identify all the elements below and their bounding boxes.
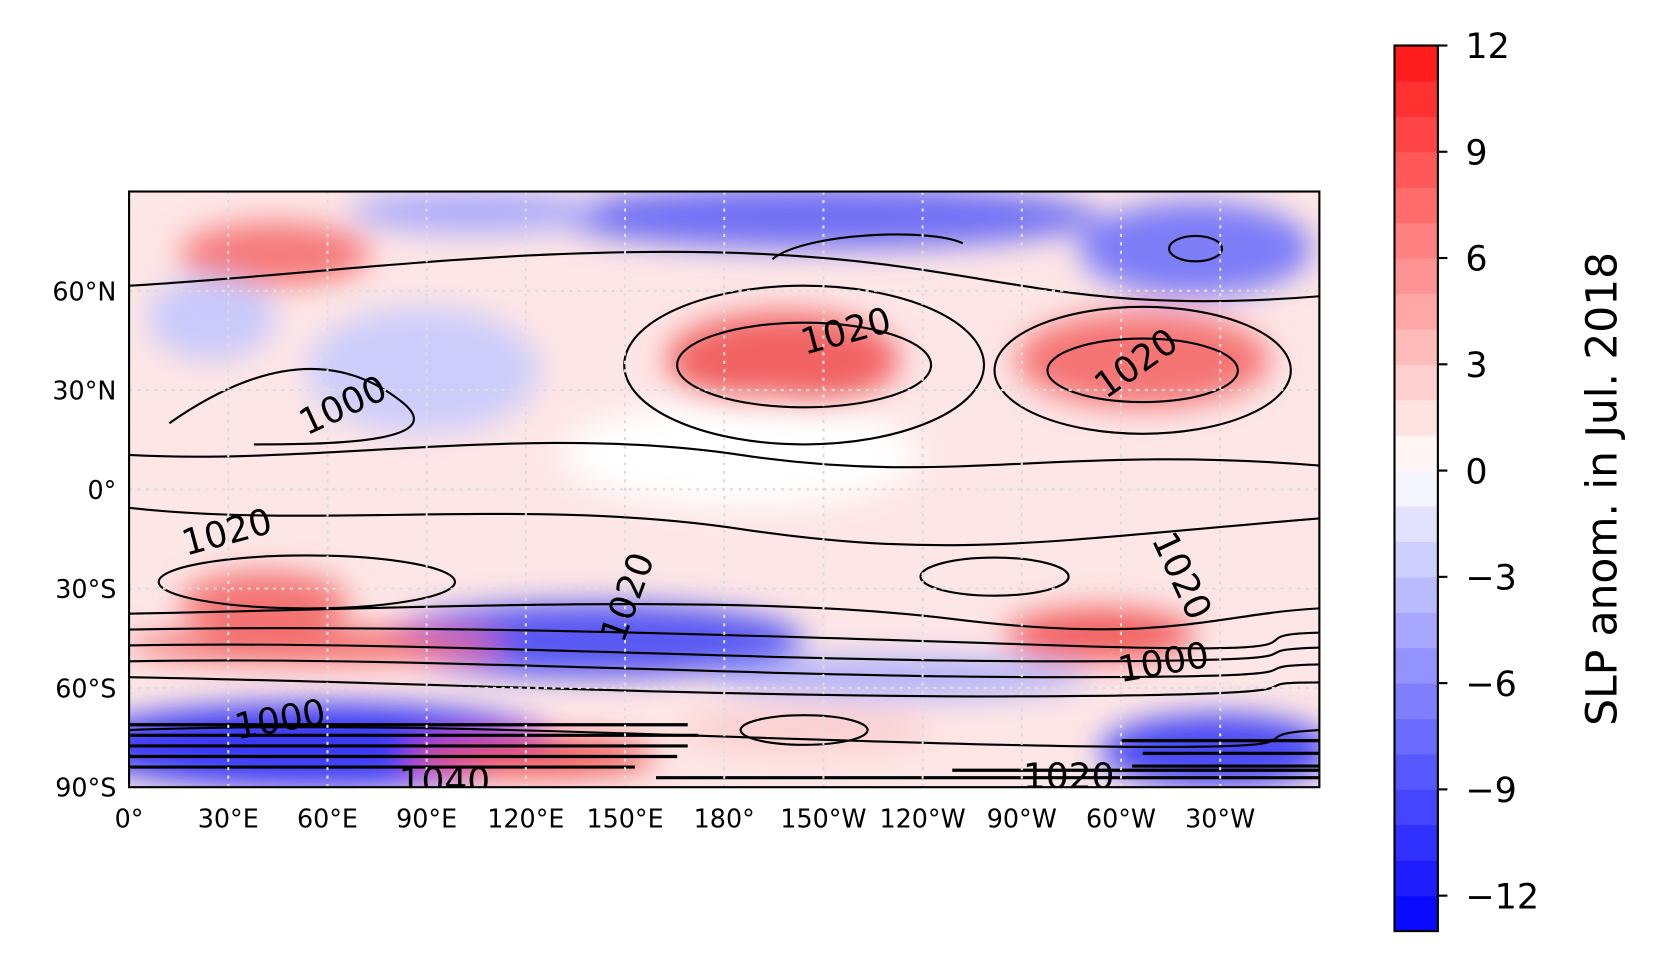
contours [129, 233, 1320, 749]
colorbar-tick-label: 3 [1465, 346, 1487, 386]
colorbar-level [1394, 789, 1438, 826]
y-tick-label: 60°S [55, 673, 116, 703]
colorbar-label: SLP anom. in Jul. 2018 [1578, 252, 1627, 726]
colorbar-tick-label: 9 [1465, 133, 1487, 173]
colorbar-level [1394, 612, 1438, 649]
colorbar-tick-label: 12 [1465, 27, 1509, 67]
colorbar-level [1394, 151, 1438, 188]
x-tick-label: 150°W [780, 803, 866, 833]
x-tick-label: 0° [115, 803, 144, 833]
colorbar-level [1394, 718, 1438, 755]
x-tick-label: 120°W [879, 803, 965, 833]
colorbar-level [1394, 258, 1438, 294]
x-tick-label: 120°E [487, 803, 564, 833]
colorbar-level [1394, 222, 1438, 259]
colorbar-tick-label: −3 [1465, 559, 1516, 599]
colorbar-tick-label: 6 [1465, 240, 1487, 280]
colorbar-level [1394, 80, 1438, 117]
colorbar-tick-label: −12 [1465, 877, 1539, 917]
y-tick-label: 60°N [52, 276, 116, 306]
colorbar-level [1394, 187, 1438, 224]
colorbar-level [1394, 895, 1438, 932]
colorbar-level [1394, 293, 1438, 330]
colorbar-level [1394, 860, 1438, 897]
colorbar-tick-label: −9 [1465, 771, 1516, 811]
colorbar-tick-label: −6 [1465, 665, 1516, 705]
graticule [129, 191, 1320, 788]
colorbar-level [1394, 683, 1438, 720]
x-tick-label: 60°W [1086, 803, 1156, 833]
y-tick-label: 30°S [55, 574, 116, 604]
colorbar-frame [1393, 44, 1439, 933]
x-tick-label: 30°W [1185, 803, 1255, 833]
colorbar-level [1394, 647, 1438, 684]
colorbar-level [1394, 470, 1438, 507]
axes: 0° 30°E 60°E 90°E 120°E 150°E 180° 150°W 120°W 90… [52, 276, 1255, 833]
y-tick-label: 90°S [55, 773, 116, 803]
x-tick-label: 60°E [297, 803, 358, 833]
colorbar-level [1394, 541, 1438, 578]
colorbar-level [1394, 576, 1438, 613]
x-tick-label: 90°E [396, 803, 457, 833]
colorbar-level [1394, 45, 1438, 82]
colorbar-tick-label: 0 [1465, 452, 1487, 492]
polar-contours [129, 723, 1320, 780]
colorbar-level [1394, 364, 1438, 401]
y-tick-label: 30°N [52, 376, 116, 406]
contour-label: 1040 [399, 761, 491, 802]
map-frame [128, 190, 1321, 789]
colorbar-level [1394, 328, 1438, 365]
colorbar-level [1394, 753, 1438, 790]
y-tick-label: 0° [88, 475, 117, 505]
colorbar-level [1394, 506, 1438, 542]
colorbar: 12 9 6 3 0 −3 −6 −9 −12 SLP anom. in Jul. 2018 [1393, 27, 1627, 933]
colorbar-level [1394, 116, 1438, 153]
contour-label: 1020 [1023, 757, 1115, 798]
x-tick-label: 150°E [586, 803, 663, 833]
colorbar-level [1394, 399, 1438, 436]
colorbar-level [1394, 824, 1438, 861]
colorbar-level [1394, 435, 1438, 472]
x-tick-label: 90°W [987, 803, 1057, 833]
x-tick-label: 30°E [198, 803, 259, 833]
x-tick-label: 180° [694, 803, 755, 833]
